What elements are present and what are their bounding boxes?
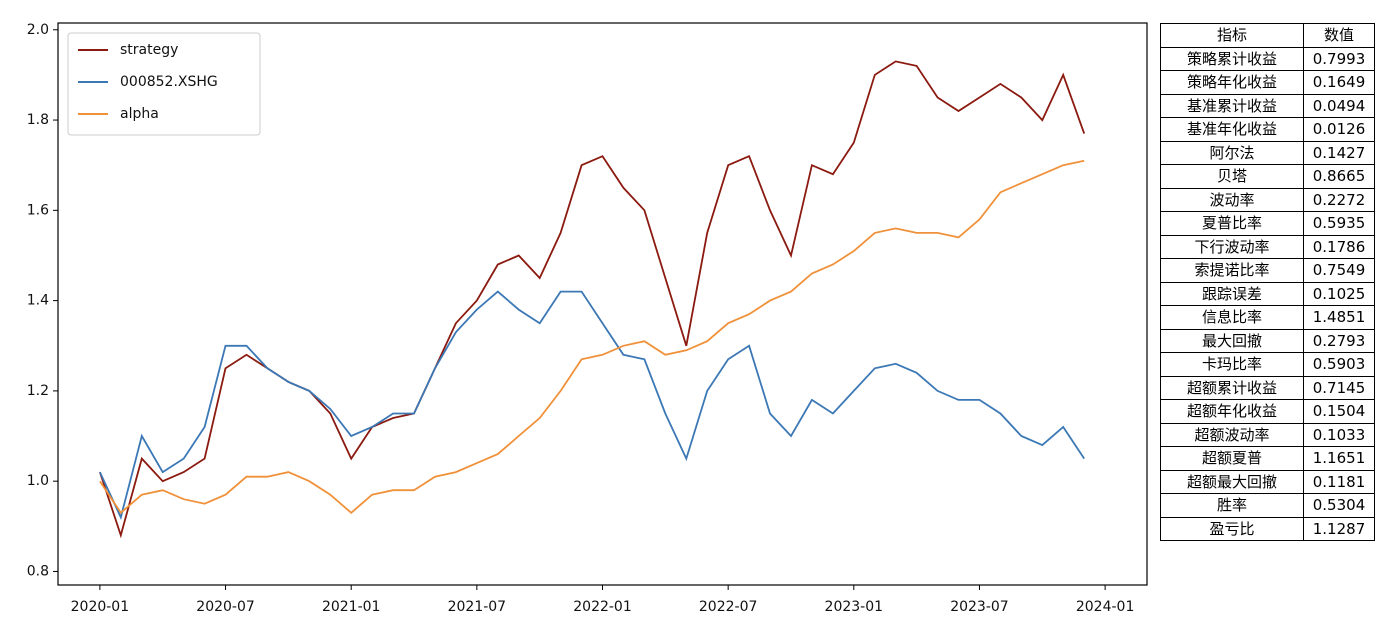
table-cell: 下行波动率: [1160, 234, 1304, 259]
table-row: 阿尔法 0.1427: [1160, 140, 1375, 165]
table-row: 盈亏比 1.1287: [1160, 516, 1375, 541]
table-cell: 0.2272: [1303, 187, 1375, 212]
table-row: 下行波动率 0.1786: [1160, 234, 1375, 259]
table-cell: 贝塔: [1160, 164, 1304, 189]
table-row: 跟踪误差 0.1025: [1160, 281, 1375, 306]
table-cell: 1.4851: [1303, 305, 1375, 330]
y-tick-label: 1.4: [27, 293, 49, 309]
y-tick-label: 1.2: [27, 383, 49, 399]
table-row: 最大回撤 0.2793: [1160, 328, 1375, 353]
x-tick-label: 2022-07: [699, 599, 758, 615]
table-cell: 0.1181: [1303, 469, 1375, 494]
legend-label: alpha: [120, 106, 159, 122]
legend-label: strategy: [120, 42, 178, 58]
x-tick-label: 2020-01: [71, 599, 130, 615]
table-cell: 1.1651: [1303, 446, 1375, 471]
table-cell: 0.0494: [1303, 93, 1375, 118]
table-row: 贝塔 0.8665: [1160, 164, 1375, 189]
metrics-table: 指标 数值 策略累计收益 0.7993 策略年化收益 0.1649 基准累计收益 0.0494…: [1160, 23, 1375, 541]
table-cell: 0.5304: [1303, 493, 1375, 518]
table-cell: 最大回撤: [1160, 328, 1304, 353]
table-cell: 超额夏普: [1160, 446, 1304, 471]
table-cell: 0.1033: [1303, 422, 1375, 447]
table-cell: 基准年化收益: [1160, 117, 1304, 142]
table-cell: 1.1287: [1303, 516, 1375, 541]
table-row: 索提诺比率 0.7549: [1160, 258, 1375, 283]
series-line: [99, 290, 1085, 520]
table-cell: 胜率: [1160, 493, 1304, 518]
table-cell: 0.1786: [1303, 234, 1375, 259]
table-cell: 数值: [1303, 23, 1375, 48]
table-cell: 0.7993: [1303, 46, 1375, 71]
table-row: 策略年化收益 0.1649: [1160, 70, 1375, 95]
table-row: 策略累计收益 0.7993: [1160, 46, 1375, 71]
table-row: 夏普比率 0.5935: [1160, 211, 1375, 236]
table-row: 波动率 0.2272: [1160, 187, 1375, 212]
y-tick-label: 0.8: [27, 563, 49, 579]
table-cell: 盈亏比: [1160, 516, 1304, 541]
table-cell: 0.1649: [1303, 70, 1375, 95]
x-tick-label: 2020-07: [196, 599, 255, 615]
y-tick-label: 1.0: [27, 473, 49, 489]
table-row: 超额年化收益 0.1504: [1160, 399, 1375, 424]
table-row: 基准年化收益 0.0126: [1160, 117, 1375, 142]
table-cell: 卡玛比率: [1160, 352, 1304, 377]
table-cell: 0.8665: [1303, 164, 1375, 189]
table-cell: 0.1504: [1303, 399, 1375, 424]
table-row: 胜率 0.5304: [1160, 493, 1375, 518]
table-cell: 0.7145: [1303, 375, 1375, 400]
table-cell: 阿尔法: [1160, 140, 1304, 165]
table-row: 基准累计收益 0.0494: [1160, 93, 1375, 118]
x-tick-label: 2023-07: [950, 599, 1009, 615]
table-cell: 0.0126: [1303, 117, 1375, 142]
chart: 0.8 1.0 1.2 1.4 1.6 1.8 2.0 2020-01 2020-07 2021-…: [27, 22, 1148, 615]
table-cell: 波动率: [1160, 187, 1304, 212]
table-cell: 0.2793: [1303, 328, 1375, 353]
table-row: 超额累计收益 0.7145: [1160, 375, 1375, 400]
table-cell: 0.5903: [1303, 352, 1375, 377]
table-row: 信息比率 1.4851: [1160, 305, 1375, 330]
series-line: [99, 159, 1085, 515]
table-cell: 信息比率: [1160, 305, 1304, 330]
table-cell: 0.7549: [1303, 258, 1375, 283]
table-cell: 指标: [1160, 23, 1304, 48]
table-cell: 跟踪误差: [1160, 281, 1304, 306]
table-row: 超额最大回撤 0.1181: [1160, 469, 1375, 494]
table-row: 超额波动率 0.1033: [1160, 422, 1375, 447]
legend-box: [67, 32, 261, 136]
table-cell: 策略年化收益: [1160, 70, 1304, 95]
table-cell: 超额累计收益: [1160, 375, 1304, 400]
table-cell: 策略累计收益: [1160, 46, 1304, 71]
y-tick-label: 2.0: [27, 22, 49, 38]
table-cell: 超额年化收益: [1160, 399, 1304, 424]
table-cell: 0.5935: [1303, 211, 1375, 236]
table-cell: 超额波动率: [1160, 422, 1304, 447]
table-header: 指标 数值: [1160, 23, 1375, 48]
table-cell: 夏普比率: [1160, 211, 1304, 236]
table-cell: 索提诺比率: [1160, 258, 1304, 283]
table-cell: 0.1025: [1303, 281, 1375, 306]
y-tick-label: 1.8: [27, 112, 49, 128]
x-tick-label: 2024-01: [1076, 599, 1135, 615]
table-cell: 基准累计收益: [1160, 93, 1304, 118]
table-cell: 0.1427: [1303, 140, 1375, 165]
x-tick-label: 2021-07: [448, 599, 507, 615]
x-tick-label: 2021-01: [322, 599, 381, 615]
table-row: 超额夏普 1.1651: [1160, 446, 1375, 471]
table-cell: 超额最大回撤: [1160, 469, 1304, 494]
x-tick-label: 2023-01: [825, 599, 884, 615]
y-tick-label: 1.6: [27, 202, 49, 218]
legend-label: 000852.XSHG: [120, 74, 218, 90]
x-tick-label: 2022-01: [573, 599, 632, 615]
series-line: [99, 60, 1086, 539]
table-row: 卡玛比率 0.5903: [1160, 352, 1375, 377]
